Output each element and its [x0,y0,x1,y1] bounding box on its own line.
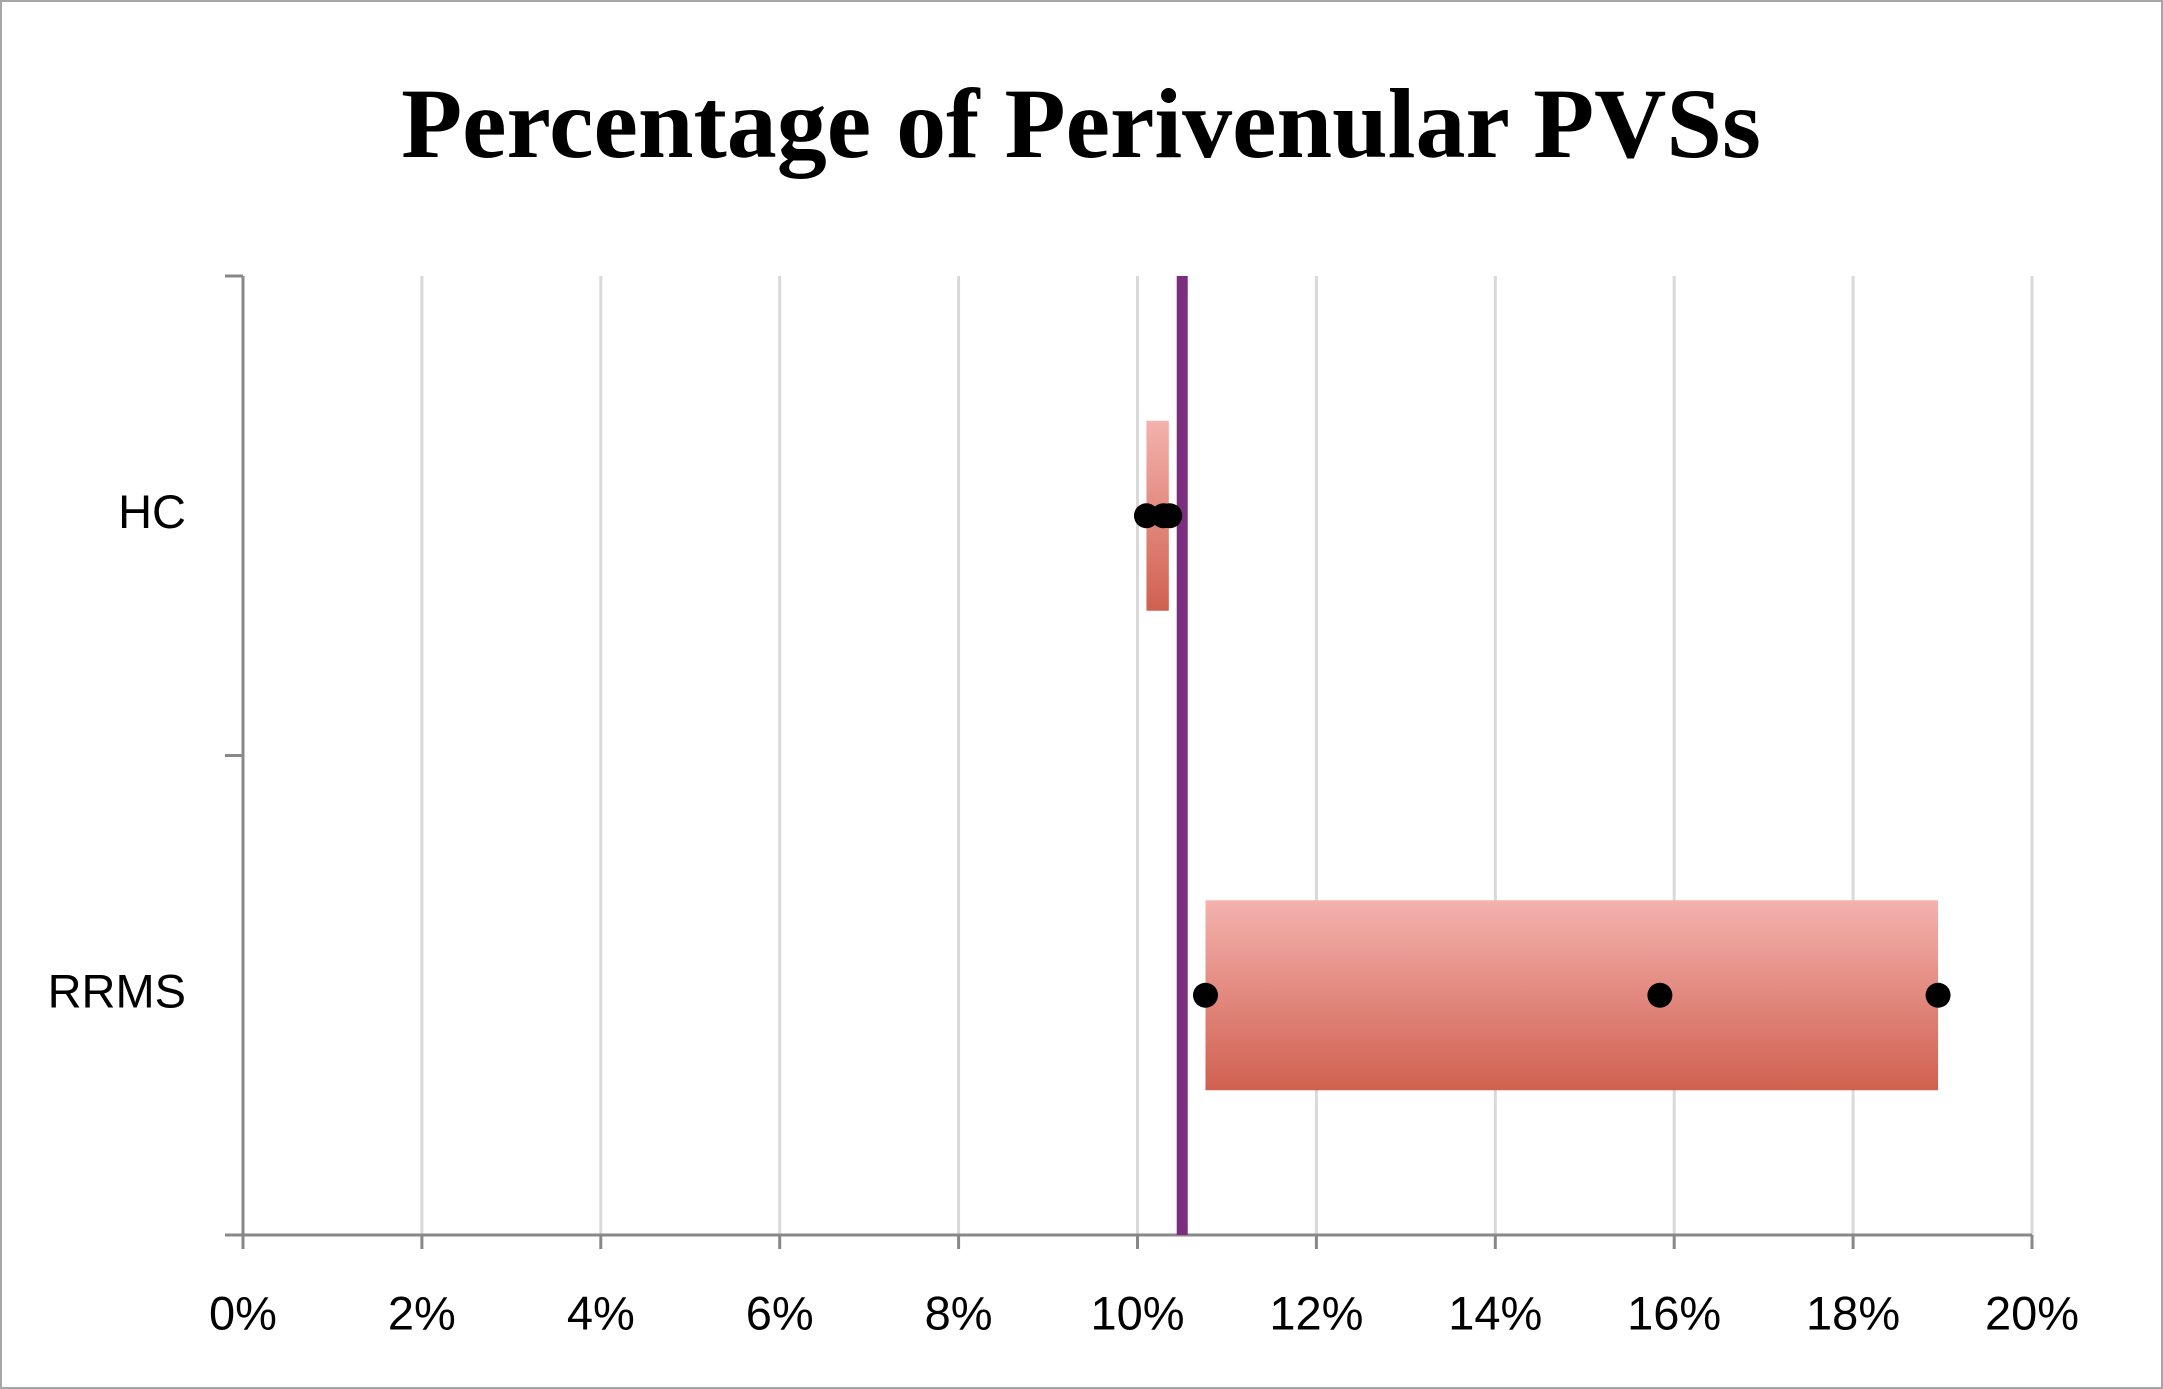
x-tick-label: 16% [1627,1286,1721,1339]
x-tick-label: 0% [209,1286,277,1339]
y-tick-label: RRMS [48,965,186,1018]
data-point [1192,982,1218,1008]
x-tick-label: 2% [388,1286,456,1339]
x-tick-label: 20% [1985,1286,2079,1339]
x-tick-label: 6% [746,1286,814,1339]
data-point [1157,503,1183,529]
x-tick-label: 14% [1448,1286,1542,1339]
chart-title: Percentage of Perivenular PVSs [401,68,1761,179]
range-bar [1205,900,1939,1091]
x-tick-label: 8% [925,1286,993,1339]
y-tick-label: HC [118,485,186,538]
x-tick-label: 4% [567,1286,635,1339]
data-point [1647,982,1673,1008]
x-tick-label: 10% [1090,1286,1184,1339]
x-tick-label: 12% [1269,1286,1363,1339]
data-point [1925,982,1951,1008]
x-tick-label: 18% [1806,1286,1900,1339]
